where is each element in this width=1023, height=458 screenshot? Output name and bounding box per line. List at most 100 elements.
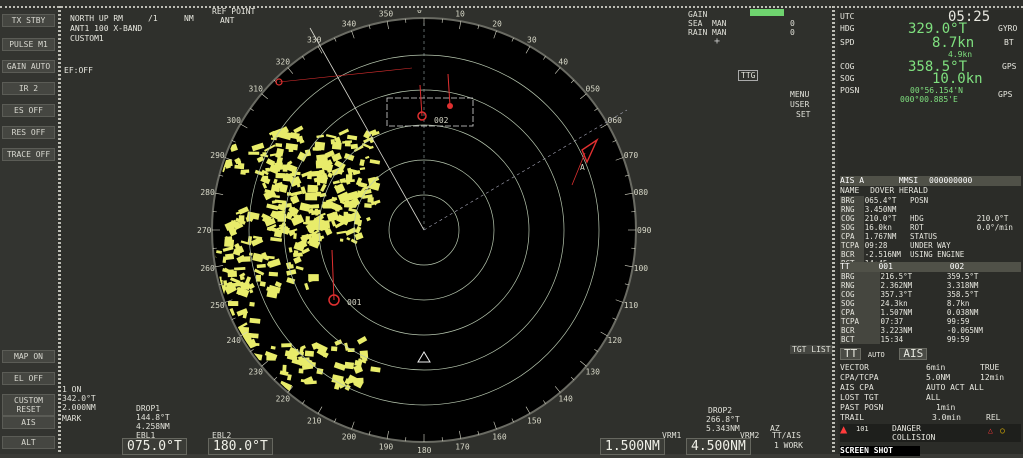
band-label[interactable]: ANT1 100 X-BAND — [70, 24, 142, 34]
bearing-label: 350 — [379, 10, 394, 18]
tt-ais-label[interactable]: TT/AIS — [772, 431, 801, 440]
echo-blob — [239, 215, 245, 222]
echo-blob — [309, 237, 319, 243]
custom-label[interactable]: CUSTOM1 — [70, 34, 104, 44]
trace-button[interactable]: TRACE OFF — [2, 148, 55, 161]
ais-header: AIS A MMSI 000000000 — [840, 176, 1021, 186]
ttg-label: TTG — [738, 70, 758, 81]
top-left-status: NORTH UP RM ANT1 100 X-BAND CUSTOM1 EF:O… — [62, 10, 287, 70]
rain-label[interactable]: RAIN — [688, 28, 707, 37]
bearing-label: 110 — [624, 301, 639, 310]
echo-blob — [305, 350, 314, 356]
gain-button[interactable]: GAIN AUTO — [2, 60, 55, 73]
set-button[interactable]: SET — [796, 110, 810, 119]
bearing-label: 280 — [200, 188, 215, 197]
el-button[interactable]: EL OFF — [2, 372, 55, 385]
echo-blob — [310, 187, 318, 191]
sea-label[interactable]: SEA — [688, 19, 702, 28]
pulse-button[interactable]: PULSE M1 — [2, 38, 55, 51]
ais-mode-button[interactable]: AIS — [899, 348, 927, 360]
ant-label[interactable]: ANT — [220, 16, 234, 26]
ais-cpa-row[interactable]: AIS CPA AUTO ACT ALL — [840, 383, 1021, 393]
bearing-label: 330 — [307, 35, 322, 44]
alert-bar[interactable]: ▲ 101 DANGER COLLISION △ ○ — [840, 424, 1021, 442]
ais-cell: COG — [840, 214, 864, 223]
mmsi-label: MMSI — [899, 176, 918, 185]
rel-label[interactable]: REL — [986, 413, 1000, 423]
ais-cell — [976, 250, 1021, 259]
ais-cell: 09:28 — [864, 241, 909, 250]
res-button[interactable]: RES OFF — [2, 126, 55, 139]
echo-blob — [351, 144, 358, 149]
echo-blob — [300, 352, 304, 356]
ebl2-readout[interactable]: 180.0°T — [208, 438, 273, 455]
tt-cell: 3.318NM — [946, 281, 1021, 290]
es-button[interactable]: ES OFF — [2, 104, 55, 117]
tx-stby-button[interactable]: TX STBY — [2, 14, 55, 27]
work-label[interactable]: 1 WORK — [774, 441, 803, 450]
echo-blob — [224, 239, 234, 247]
vrm1-label[interactable]: VRM1 — [662, 431, 681, 440]
bearing-label: 290 — [210, 151, 225, 160]
user-button[interactable]: USER — [790, 100, 809, 109]
bearing-label: 260 — [200, 264, 215, 273]
mark-button[interactable]: MARK — [62, 414, 81, 423]
line-on-label: 1 ON — [62, 385, 81, 394]
alt-button[interactable]: ALT — [2, 436, 55, 449]
bearing-label: 220 — [276, 395, 291, 404]
ais-button[interactable]: AIS — [2, 416, 55, 429]
cpa-row[interactable]: CPA/TCPA 5.0NM 12min — [840, 373, 1021, 383]
tt-cell: 357.3°T — [880, 290, 946, 299]
past-posn-row[interactable]: PAST POSN 1min — [840, 403, 1021, 413]
echo-blob — [273, 228, 277, 231]
orientation-mode[interactable]: NORTH UP RM — [70, 14, 123, 24]
drop2-bearing: 266.8°T — [706, 415, 740, 424]
ebl1-readout[interactable]: 075.0°T — [122, 438, 187, 455]
bearing-label: 300 — [226, 116, 241, 125]
ef-label[interactable]: EF:OFF — [64, 66, 93, 76]
lost-tgt-row[interactable]: LOST TGT ALL — [840, 393, 1021, 403]
bearing-label: 250 — [210, 301, 225, 310]
bearing-label: 270 — [197, 226, 212, 235]
echo-blob — [364, 203, 372, 208]
tt-title: TT — [840, 262, 850, 271]
ir-button[interactable]: IR 2 — [2, 82, 55, 95]
gain-bar[interactable] — [750, 9, 784, 16]
menu-button[interactable]: MENU — [790, 90, 809, 99]
tt-mode-button[interactable]: TT — [840, 348, 861, 360]
vrm2-readout[interactable]: 4.500NM — [686, 438, 751, 455]
bearing-label: 090 — [637, 226, 652, 235]
echo-blob — [282, 365, 286, 373]
vrm1-readout[interactable]: 1.500NM — [600, 438, 665, 455]
bearing-label: 150 — [527, 417, 542, 426]
echo-blob — [265, 168, 270, 172]
vector-row[interactable]: VECTOR 6min TRUE — [840, 363, 1021, 373]
cpa-value: 5.0NM — [926, 373, 950, 383]
echo-blob — [283, 164, 288, 171]
tt-cell: 24.3kn — [880, 299, 946, 308]
ais-cell — [976, 205, 1021, 214]
bearing-label: 230 — [248, 367, 263, 376]
echo-blob — [275, 143, 282, 147]
sea-value: 0 — [790, 19, 795, 28]
custom-reset-button[interactable]: CUSTOM RESET — [2, 394, 55, 416]
tgt-list-button[interactable]: TGT LIST — [790, 345, 833, 354]
map-button[interactable]: MAP ON — [2, 350, 55, 363]
gain-label[interactable]: GAIN — [688, 10, 707, 19]
echo-blob — [257, 264, 266, 268]
cpa-tcpa-label: CPA/TCPA — [840, 373, 879, 382]
trail-row[interactable]: TRAIL 3.0min REL — [840, 413, 1021, 423]
bearing-label: 40 — [558, 57, 568, 66]
ais-cpa-value: AUTO ACT ALL — [926, 383, 984, 393]
auto-label[interactable]: AUTO — [868, 351, 885, 359]
tt-cell: 99:59 — [946, 335, 1021, 344]
echo-blob — [293, 250, 298, 255]
echo-blob — [235, 247, 243, 253]
